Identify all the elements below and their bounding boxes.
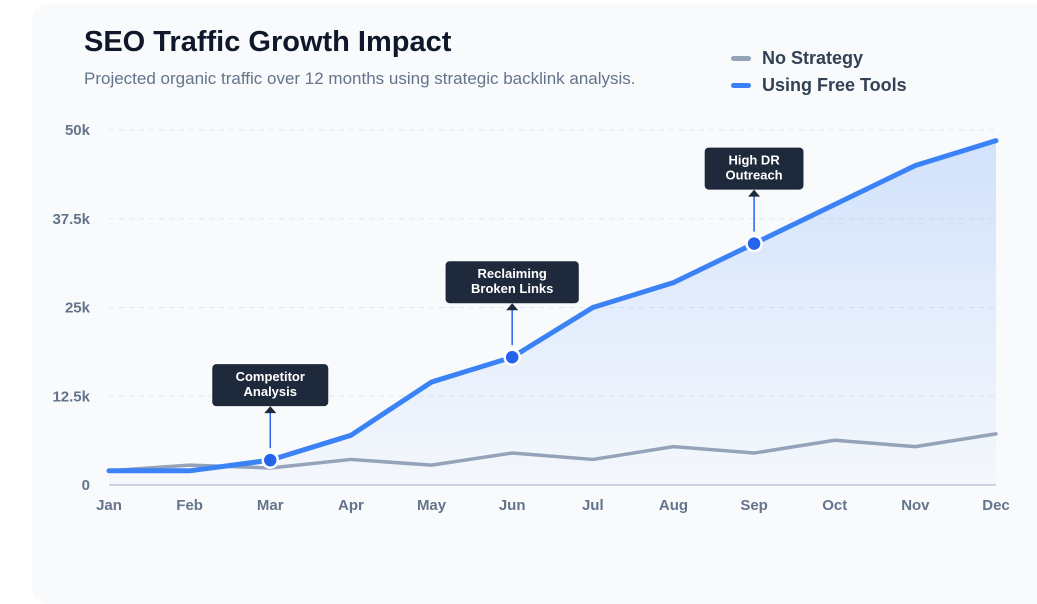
legend-item-free-tools: Using Free Tools (731, 72, 907, 99)
arrow-up-icon (264, 406, 277, 414)
x-tick-label: Oct (822, 497, 847, 514)
y-tick-label: 50k (65, 122, 91, 139)
legend-label: No Strategy (762, 48, 864, 68)
annotation-label: Competitor (236, 369, 305, 384)
x-tick-label: Apr (338, 497, 364, 514)
x-tick-label: Aug (659, 497, 688, 514)
legend-label: Using Free Tools (762, 75, 907, 95)
x-tick-label: Nov (901, 497, 930, 514)
annotation-box (704, 147, 804, 190)
legend-swatch (731, 83, 751, 88)
annotation-box (212, 364, 329, 407)
area-fill (109, 140, 996, 485)
y-tick-label: 37.5k (52, 211, 90, 228)
chart-subtitle: Projected organic traffic over 12 months… (84, 69, 636, 88)
line-chart: 0 12.5k 25k 37.5k 50k Jan Feb Mar Apr May Jun Jul Au… (52, 122, 1010, 514)
arrow-up-icon (748, 189, 761, 197)
x-tick-label: Feb (176, 497, 203, 514)
x-tick-label: Jul (582, 497, 604, 514)
legend: No Strategy Using Free Tools (731, 45, 907, 99)
data-point-marker (745, 234, 763, 253)
series-line-1 (106, 138, 999, 474)
data-point-marker (261, 451, 280, 469)
annotation-label: Analysis (244, 384, 297, 399)
annotation-label: Outreach (726, 168, 783, 183)
annotation-label: Broken Links (471, 281, 553, 296)
x-tick-label: Dec (982, 497, 1010, 514)
x-tick-label: May (417, 497, 447, 514)
legend-item-no-strategy: No Strategy (731, 45, 907, 72)
x-tick-label: Jan (96, 497, 122, 514)
x-tick-label: Jun (499, 497, 526, 514)
y-tick-label: 12.5k (52, 388, 90, 405)
chart-title: SEO Traffic Growth Impact (84, 26, 452, 58)
series-line-0 (107, 432, 998, 473)
annotation-label: Reclaiming (478, 266, 547, 281)
data-point-marker (503, 348, 521, 366)
x-tick-label: Mar (257, 497, 284, 514)
legend-swatch (731, 56, 751, 61)
y-tick-label: 0 (82, 477, 90, 494)
annotation-box (445, 261, 579, 304)
annotation-label: High DR (728, 153, 780, 168)
arrow-up-icon (506, 303, 519, 311)
x-tick-label: Sep (740, 497, 768, 514)
y-tick-label: 25k (65, 300, 91, 317)
